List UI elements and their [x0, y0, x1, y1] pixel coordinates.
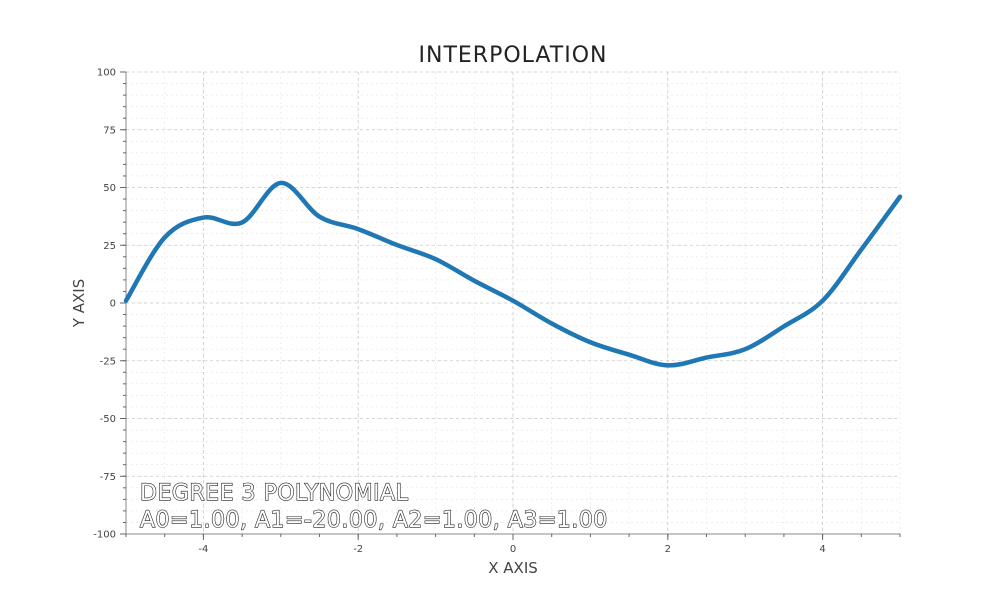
x-tick-label: 0 [510, 544, 516, 555]
axes [120, 71, 901, 540]
x-tick-label: -4 [198, 544, 208, 555]
y-tick-label: 75 [103, 125, 116, 136]
x-tick-labels: -4 -2 0 2 4 [198, 544, 825, 555]
y-tick-label: -50 [100, 414, 116, 425]
y-tick-label: -75 [100, 472, 116, 483]
y-axis-label: Y AXIS [70, 279, 88, 328]
x-tick-label: 4 [819, 544, 825, 555]
y-tick-labels: -100 -75 -50 -25 0 25 50 75 100 [93, 68, 116, 541]
y-tick-label: -100 [93, 530, 116, 541]
chart-title: INTERPOLATION [419, 43, 608, 68]
y-tick-label: 0 [110, 299, 116, 310]
y-tick-label: -25 [100, 356, 116, 367]
annotation-coefficients: A0=1.00, A1=-20.00, A2=1.00, A3=1.00 [140, 508, 608, 533]
series-group [123, 180, 903, 368]
x-axis-label: X AXIS [488, 559, 538, 577]
y-tick-label: 100 [97, 68, 116, 79]
x-tick-label: -2 [353, 544, 363, 555]
annotation-degree: DEGREE 3 POLYNOMIAL [140, 481, 409, 506]
series-line [123, 180, 903, 368]
y-tick-label: 25 [103, 241, 116, 252]
y-tick-label: 50 [103, 183, 116, 194]
x-tick-label: 2 [665, 544, 671, 555]
